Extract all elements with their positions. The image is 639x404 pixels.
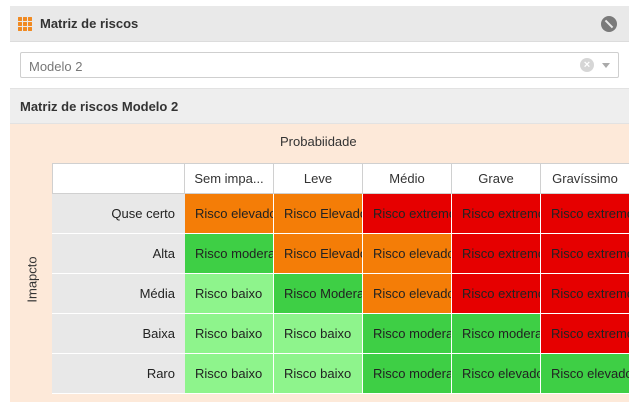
- row-header: Alta: [52, 234, 185, 274]
- risk-cell[interactable]: Risco elevado: [363, 274, 452, 314]
- window-title: Matriz de riscos: [40, 16, 139, 31]
- column-header: Gravíssimo: [541, 163, 629, 194]
- row-header: Média: [52, 274, 185, 314]
- risk-cell[interactable]: Risco elevado: [452, 354, 541, 394]
- column-header: Sem impa...: [185, 163, 274, 194]
- row-header: Baixa: [52, 314, 185, 354]
- probability-axis-label: Probabiidade: [280, 134, 357, 149]
- section-header: Matriz de riscos Modelo 2: [10, 88, 629, 124]
- grid-icon: [18, 17, 32, 31]
- risk-cell[interactable]: Risco elevado: [541, 354, 629, 394]
- risk-cell[interactable]: Risco moderado: [452, 314, 541, 354]
- column-header: Grave: [452, 163, 541, 194]
- model-selector-area: Modelo 2 ×: [10, 42, 629, 88]
- risk-cell[interactable]: Risco baixo: [274, 354, 363, 394]
- risk-cell[interactable]: Risco elevado: [185, 194, 274, 234]
- risk-cell[interactable]: Risco moderado: [363, 354, 452, 394]
- matrix-area: Probabiidade Imapcto Sem impa... Leve Médi…: [10, 124, 629, 402]
- risk-cell[interactable]: Risco moderado: [363, 314, 452, 354]
- risk-cell[interactable]: Risco extremo: [452, 194, 541, 234]
- chevron-down-icon[interactable]: [602, 63, 610, 68]
- risk-cell[interactable]: Risco baixo: [185, 274, 274, 314]
- risk-cell[interactable]: Risco Elevado: [274, 234, 363, 274]
- row-header: Raro: [52, 354, 185, 394]
- risk-cell[interactable]: Risco baixo: [185, 314, 274, 354]
- risk-cell[interactable]: Risco baixo: [185, 354, 274, 394]
- risk-cell[interactable]: Risco baixo: [274, 314, 363, 354]
- risk-cell[interactable]: Risco Moderado: [274, 274, 363, 314]
- risk-cell[interactable]: Risco extremo: [541, 314, 629, 354]
- risk-cell[interactable]: Risco extremo: [363, 194, 452, 234]
- model-select-value: Modelo 2: [29, 59, 83, 74]
- clear-icon[interactable]: ×: [580, 58, 594, 72]
- risk-cell[interactable]: Risco extremo: [541, 274, 629, 314]
- impact-axis-label: Imapcto: [24, 256, 40, 303]
- risk-matrix-panel: Matriz de riscos Modelo 2 × Matriz de ri…: [10, 6, 629, 402]
- risk-cell[interactable]: Risco Elevado: [274, 194, 363, 234]
- risk-cell[interactable]: Risco extremo: [541, 234, 629, 274]
- risk-cell[interactable]: Risco extremo: [452, 234, 541, 274]
- risk-cell[interactable]: Risco extremo: [452, 274, 541, 314]
- column-header: Leve: [274, 163, 363, 194]
- model-select[interactable]: Modelo 2 ×: [20, 52, 619, 78]
- close-icon[interactable]: [601, 16, 617, 32]
- risk-cell[interactable]: Risco moderado: [185, 234, 274, 274]
- column-header: Médio: [363, 163, 452, 194]
- section-title: Matriz de riscos Modelo 2: [20, 99, 179, 114]
- row-header: Quse certo: [52, 194, 185, 234]
- risk-cell[interactable]: Risco elevado: [363, 234, 452, 274]
- risk-cell[interactable]: Risco extremo: [541, 194, 629, 234]
- title-bar: Matriz de riscos: [10, 6, 629, 42]
- grid-corner-cell: [52, 163, 185, 194]
